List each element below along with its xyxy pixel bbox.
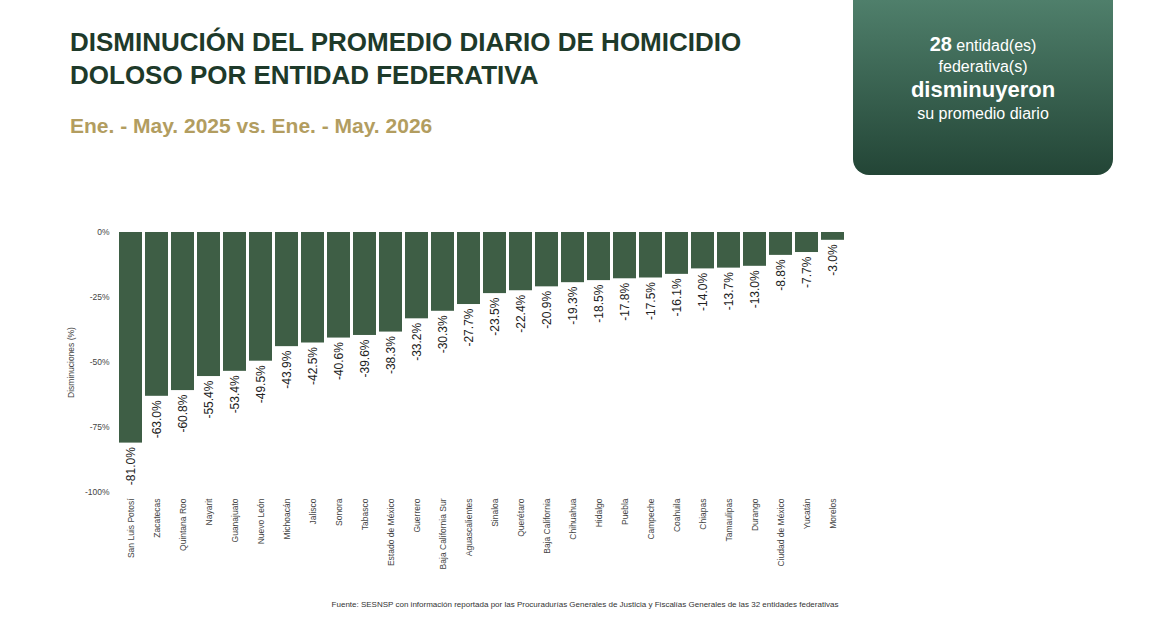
svg-text:-81.0%: -81.0% (124, 447, 138, 485)
svg-text:-30.3%: -30.3% (436, 315, 450, 353)
svg-text:-7.7%: -7.7% (800, 256, 814, 288)
svg-text:-50%: -50% (90, 357, 110, 367)
svg-text:Puebla: Puebla (620, 498, 630, 525)
svg-text:-38.3%: -38.3% (384, 336, 398, 374)
svg-text:-75%: -75% (90, 422, 110, 432)
html-text:Ene. - May. 2025 vs. Ene. - Ma: Ene. - May. 2025 vs. Ene. - May. 2026 (70, 114, 433, 137)
svg-text:-3.0%: -3.0% (826, 244, 840, 276)
svg-text:Baja California Sur: Baja California Sur (438, 498, 448, 569)
svg-text:Tabasco: Tabasco (360, 498, 370, 530)
svg-text:-39.6%: -39.6% (358, 339, 372, 377)
html-text:disminuyeron: disminuyeron (910, 77, 1056, 102)
html-text:28entidad(es) federativa(s): 28entidad(es) federativa(s) (929, 33, 1037, 75)
svg-text:-42.5%: -42.5% (306, 347, 320, 385)
svg-text:Chihuahua: Chihuahua (568, 498, 578, 539)
svg-text:-60.8%: -60.8% (176, 394, 190, 432)
svg-text:-40.6%: -40.6% (332, 342, 346, 380)
svg-text:-63.0%: -63.0% (150, 400, 164, 438)
svg-text:Zacatecas: Zacatecas (152, 499, 162, 538)
html-text:su promedio diario: su promedio diario (917, 105, 1049, 122)
svg-text:Durango: Durango (750, 498, 760, 531)
svg-text:-55.4%: -55.4% (202, 380, 216, 418)
svg-text:Campeche: Campeche (646, 498, 656, 539)
svg-text:Ciudad de México: Ciudad de México (776, 498, 786, 566)
html-text:DISMINUCIÓN DEL PROMEDIO DIARI: DISMINUCIÓN DEL PROMEDIO DIARIO DE HOMIC… (70, 27, 742, 90)
svg-text:Yucatán: Yucatán (802, 498, 812, 529)
svg-text:Disminuciones (%): Disminuciones (%) (66, 327, 76, 398)
svg-text:-8.8%: -8.8% (774, 259, 788, 291)
svg-text:Quintana Roo: Quintana Roo (178, 498, 188, 551)
svg-text:-22.4%: -22.4% (514, 294, 528, 332)
svg-text:-14.0%: -14.0% (696, 273, 710, 311)
svg-text:-13.0%: -13.0% (748, 270, 762, 308)
svg-text:Coahuila: Coahuila (672, 498, 682, 532)
svg-text:Baja California: Baja California (542, 498, 552, 554)
svg-text:-53.4%: -53.4% (228, 375, 242, 413)
svg-text:-20.9%: -20.9% (540, 291, 554, 329)
svg-text:Guanajuato: Guanajuato (230, 498, 240, 542)
svg-text:-17.5%: -17.5% (644, 282, 658, 320)
svg-text:Michoacán: Michoacán (282, 498, 292, 539)
svg-text:-49.5%: -49.5% (254, 365, 268, 403)
svg-text:Querétaro: Querétaro (516, 498, 526, 537)
svg-text:-25%: -25% (90, 292, 110, 302)
svg-text:Aguascalientes: Aguascalientes (464, 499, 474, 557)
svg-text:-16.1%: -16.1% (670, 278, 684, 316)
svg-text:Sonora: Sonora (334, 498, 344, 526)
svg-text:Tamaulipas: Tamaulipas (724, 499, 734, 542)
svg-text:Nuevo León: Nuevo León (256, 498, 266, 544)
svg-text:Morelos: Morelos (828, 499, 838, 529)
svg-text:Sinaloa: Sinaloa (490, 498, 500, 527)
svg-text:-19.3%: -19.3% (566, 286, 580, 324)
svg-text:Estado de México: Estado de México (386, 498, 396, 566)
svg-text:Guerrero: Guerrero (412, 498, 422, 532)
svg-text:-100%: -100% (85, 487, 110, 497)
svg-text:-13.7%: -13.7% (722, 272, 736, 310)
svg-text:Chiapas: Chiapas (698, 499, 708, 530)
svg-text:-18.5%: -18.5% (592, 284, 606, 322)
svg-text:-43.9%: -43.9% (280, 350, 294, 388)
svg-text:Hidalgo: Hidalgo (594, 498, 604, 527)
svg-text:-17.8%: -17.8% (618, 282, 632, 320)
svg-text:San Luis Potosí: San Luis Potosí (126, 498, 136, 558)
svg-text:Jalisco: Jalisco (308, 498, 318, 524)
svg-text:0%: 0% (97, 227, 110, 237)
svg-text:Nayarit: Nayarit (204, 498, 214, 526)
svg-text:-27.7%: -27.7% (462, 308, 476, 346)
svg-text:-23.5%: -23.5% (488, 297, 502, 335)
html-text:Fuente: SESNSP con información: Fuente: SESNSP con información reportada… (331, 600, 839, 609)
svg-text:-33.2%: -33.2% (410, 322, 424, 360)
